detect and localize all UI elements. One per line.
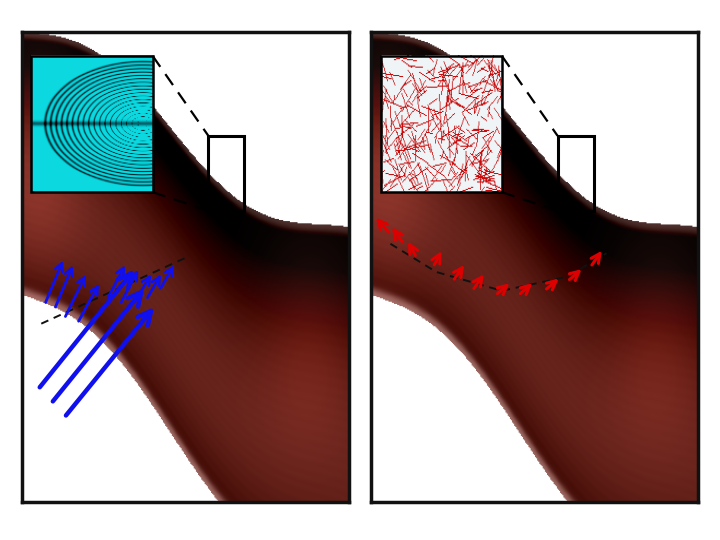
Bar — [208, 136, 244, 211]
Bar — [32, 56, 153, 192]
Bar — [557, 136, 593, 211]
Bar — [381, 56, 502, 192]
